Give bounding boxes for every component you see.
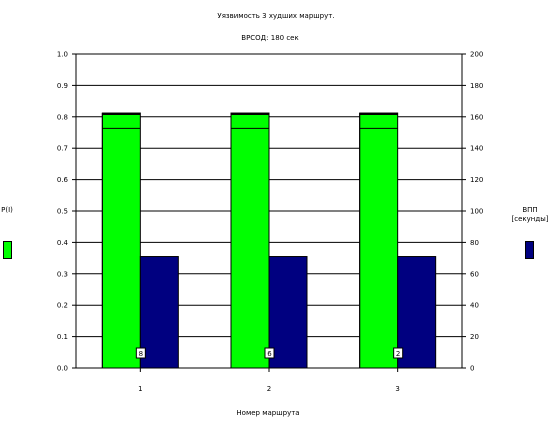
right-axis-label: ВПП	[522, 206, 538, 214]
left-tick-label: 0.2	[57, 302, 68, 310]
right-tick-label: 180	[470, 82, 483, 90]
x-axis-label: Номер маршрута	[236, 409, 299, 417]
chart-title: Уязвимость 3 худших маршрут.	[217, 12, 334, 20]
left-tick-label: 0.1	[57, 333, 68, 341]
right-tick-label: 40	[470, 302, 479, 310]
bar-label: 8	[139, 350, 143, 358]
bar-time	[139, 256, 179, 369]
bar-probability	[359, 112, 399, 369]
right-tick-label: 20	[470, 333, 479, 341]
left-tick-label: 0.9	[57, 82, 68, 90]
left-tick-label: 1.0	[57, 51, 68, 59]
left-tick-label: 0.6	[57, 176, 69, 184]
x-tick-label: 2	[267, 385, 271, 393]
right-tick-label: 200	[470, 51, 483, 59]
bar-label-box	[393, 347, 404, 359]
left-tick-label: 0.4	[57, 239, 69, 247]
right-tick-label: 120	[470, 176, 483, 184]
right-axis-unit: [секунды]	[511, 215, 549, 223]
left-axis-label: P(I)	[1, 206, 13, 214]
bar-label: 6	[267, 350, 272, 358]
bar-label-box	[264, 347, 275, 359]
bar-label-box	[135, 347, 146, 359]
chart-subtitle: ВРСОД: 180 сек	[241, 34, 298, 42]
x-tick-label: 1	[138, 385, 142, 393]
right-tick-label: 140	[470, 145, 483, 153]
right-series-swatch	[525, 241, 534, 259]
right-tick-label: 0	[470, 365, 474, 373]
x-tick-label: 3	[395, 385, 399, 393]
bar-probability	[230, 112, 270, 369]
right-tick-label: 80	[470, 239, 479, 247]
right-tick-label: 60	[470, 270, 479, 278]
bar-label: 2	[396, 350, 400, 358]
left-tick-label: 0.5	[57, 208, 68, 216]
left-tick-label: 0.0	[57, 365, 68, 373]
bar-probability	[101, 112, 141, 369]
left-tick-label: 0.8	[57, 113, 68, 121]
left-tick-label: 0.3	[57, 270, 68, 278]
plot-area: 0.0 0.1 0.2 0.3 0.4 0.5 0.6 0.7 0.8 0.9 1.0 0 20 40 60…	[57, 51, 484, 394]
bar-time	[268, 256, 308, 369]
right-tick-label: 100	[470, 208, 483, 216]
bar-time	[397, 256, 437, 369]
right-tick-label: 160	[470, 113, 483, 121]
left-series-swatch	[3, 241, 12, 259]
left-tick-label: 0.7	[57, 145, 68, 153]
